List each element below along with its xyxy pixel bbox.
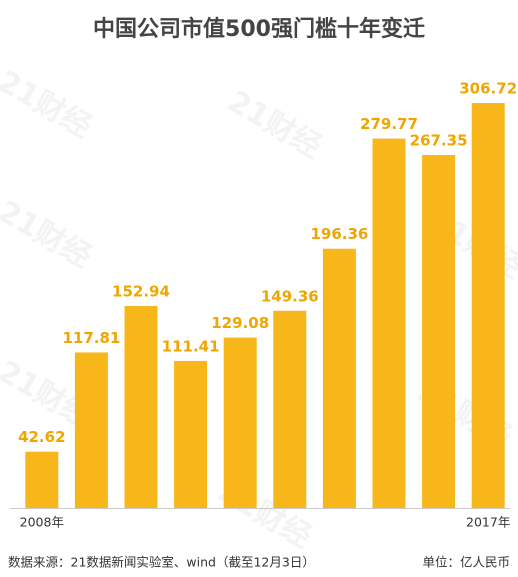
watermark: 21财经	[0, 194, 97, 275]
bar	[124, 306, 158, 508]
bar	[25, 451, 59, 508]
value-label: 279.77	[360, 115, 418, 133]
bar	[471, 103, 505, 508]
value-label: 267.35	[410, 131, 468, 149]
value-label: 149.36	[261, 287, 319, 305]
value-label: 111.41	[162, 337, 220, 355]
x-tick-label: 2008年	[20, 515, 64, 530]
source-note: 数据来源：21数据新闻实验室、wind（截至12月3日）	[8, 555, 315, 570]
value-label: 196.36	[310, 225, 368, 243]
value-label: 42.62	[18, 428, 65, 446]
bar	[174, 360, 208, 508]
value-label: 152.94	[112, 283, 170, 301]
bar	[273, 310, 307, 508]
bar	[422, 154, 456, 508]
watermark: 21财经	[0, 64, 97, 145]
watermark: 21财经	[222, 84, 328, 165]
unit-note: 单位：亿人民币	[422, 555, 510, 570]
value-label: 129.08	[211, 314, 269, 332]
bar	[372, 138, 406, 508]
chart-title: 中国公司市值500强门槛十年变迁	[93, 16, 425, 42]
x-tick-label: 2017年	[466, 515, 510, 530]
value-label: 306.72	[459, 80, 517, 98]
bar	[322, 248, 356, 508]
bar	[223, 337, 257, 508]
value-label: 117.81	[62, 329, 120, 347]
bar	[74, 352, 108, 508]
